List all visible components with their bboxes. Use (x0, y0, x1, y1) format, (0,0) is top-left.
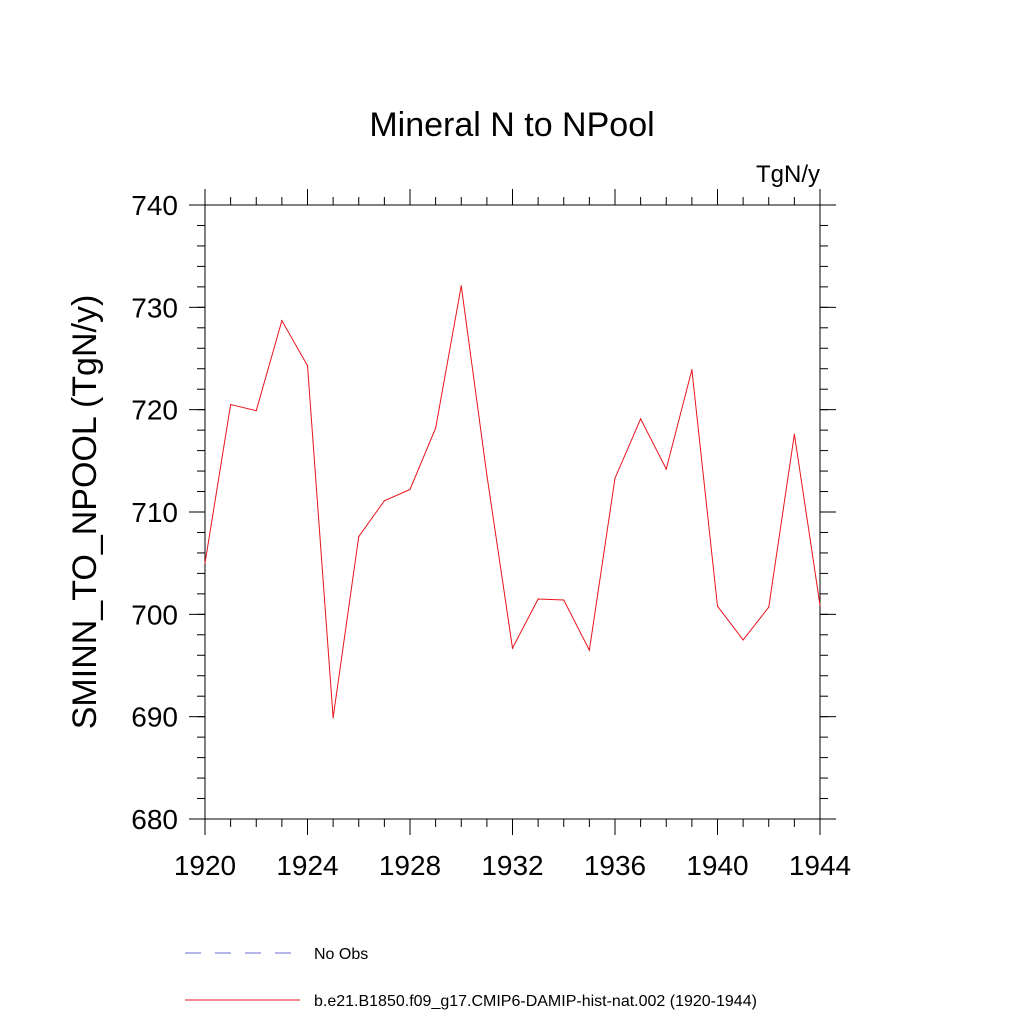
data-point (768, 606, 770, 608)
units-label: TgN/y (756, 161, 820, 188)
x-tick-label: 1924 (276, 850, 338, 881)
x-tick-label: 1936 (584, 850, 646, 881)
minor-ticks (197, 197, 828, 827)
data-point (435, 427, 437, 429)
data-point (588, 649, 590, 651)
x-tick-label: 1920 (174, 850, 236, 881)
y-tick-label: 680 (131, 804, 178, 835)
y-tick-label: 710 (131, 497, 178, 528)
y-tick-label: 740 (131, 190, 178, 221)
data-point (742, 639, 744, 641)
y-tick-labels: 680 690 700 710 720 730 740 (131, 190, 178, 835)
x-tick-label: 1932 (481, 850, 543, 881)
y-axis-label: SMINN_TO_NPOOL (TgN/y) (66, 295, 104, 730)
x-tick-labels: 1920 1924 1928 1932 1936 1940 1944 (174, 850, 851, 881)
data-point (358, 535, 360, 538)
data-point (332, 717, 334, 719)
data-point (230, 403, 232, 406)
data-point (204, 562, 206, 564)
data-point (665, 468, 667, 470)
data-point (255, 410, 257, 412)
data-point (793, 433, 795, 435)
y-tick-label: 730 (131, 292, 178, 323)
data-point (819, 604, 821, 606)
x-tick-label: 1944 (789, 850, 851, 881)
data-points (204, 285, 821, 719)
data-point (537, 598, 539, 600)
data-point (486, 474, 488, 476)
legend: No Obs b.e21.B1850.f09_g17.CMIP6-DAMIP-h… (185, 946, 757, 1010)
major-ticks (189, 189, 836, 835)
data-point (614, 477, 616, 479)
data-point (511, 647, 514, 649)
data-point (691, 369, 693, 371)
data-point (281, 320, 283, 322)
data-point (383, 500, 385, 502)
data-point (563, 599, 565, 601)
data-point (640, 418, 642, 420)
legend-label-model: b.e21.B1850.f09_g17.CMIP6-DAMIP-hist-nat… (314, 993, 757, 1010)
data-point (460, 285, 462, 287)
data-point (409, 488, 411, 491)
x-tick-label: 1928 (379, 850, 441, 881)
y-tick-label: 690 (131, 702, 178, 733)
x-tick-label: 1940 (686, 850, 748, 881)
legend-label-no-obs: No Obs (314, 946, 368, 963)
y-tick-label: 700 (131, 599, 178, 630)
plot-frame (204, 204, 821, 820)
y-tick-label: 720 (131, 395, 178, 426)
data-point (716, 605, 719, 607)
chart-title: Mineral N to NPool (369, 106, 654, 144)
data-point (306, 365, 309, 367)
data-series-line (204, 285, 821, 718)
